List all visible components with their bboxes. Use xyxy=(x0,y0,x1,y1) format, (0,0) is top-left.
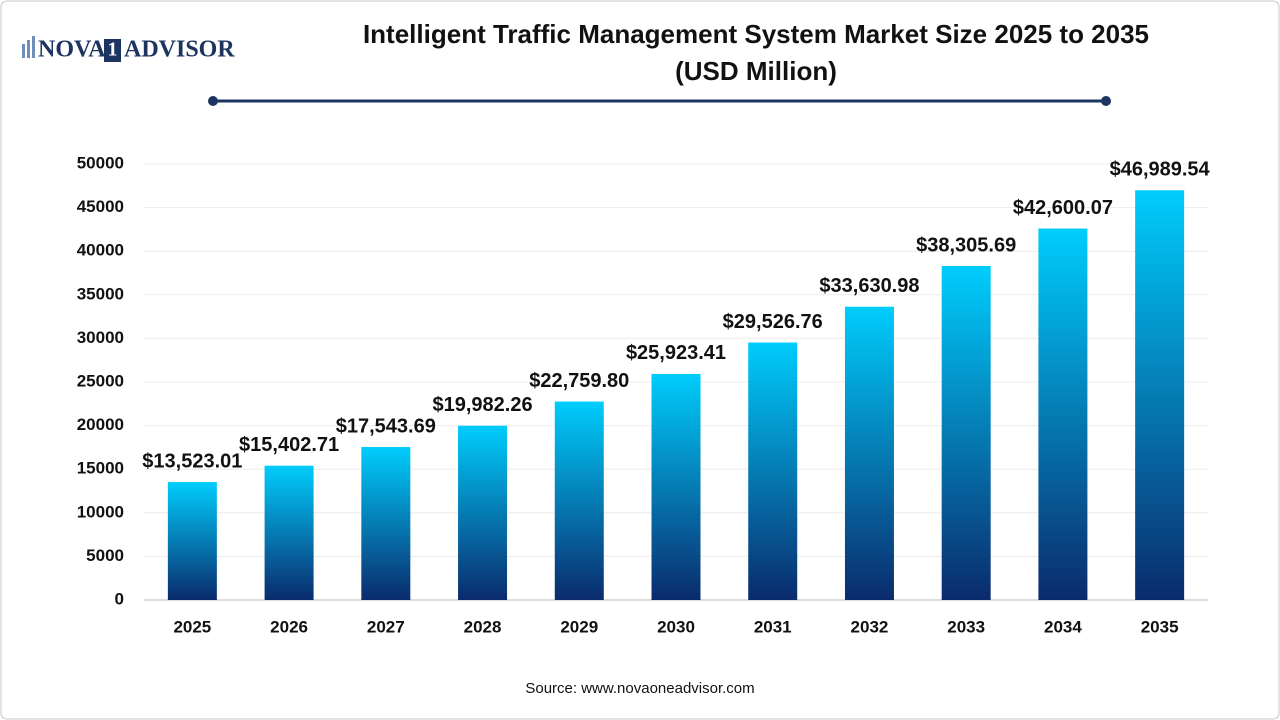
y-tick-label: 40000 xyxy=(77,241,124,260)
bar xyxy=(458,425,508,600)
value-label: $42,600.07 xyxy=(1013,197,1113,219)
value-label: $46,989.54 xyxy=(1110,159,1211,181)
x-tick-label: 2035 xyxy=(1141,617,1179,636)
chart-subtitle: (USD Million) xyxy=(675,56,837,86)
logo-bar xyxy=(22,44,25,58)
y-tick-label: 15000 xyxy=(77,459,124,478)
logo: NOVA 1 ADVISOR xyxy=(22,36,235,63)
x-tick-label: 2033 xyxy=(947,617,985,636)
x-tick-label: 2025 xyxy=(173,617,211,636)
logo-box xyxy=(104,39,121,62)
value-label: $19,982.26 xyxy=(432,394,532,416)
bar xyxy=(748,342,798,600)
y-tick-label: 10000 xyxy=(77,502,124,521)
rule-dot xyxy=(208,96,218,106)
value-label: $38,305.69 xyxy=(916,234,1016,256)
logo-text: 1 xyxy=(108,39,118,61)
bar xyxy=(167,482,217,600)
bar xyxy=(1135,190,1185,600)
x-tick-label: 2032 xyxy=(851,617,889,636)
y-tick-label: 45000 xyxy=(77,197,124,216)
bar xyxy=(361,447,411,600)
value-label: $13,523.01 xyxy=(142,450,242,472)
bar xyxy=(554,401,604,600)
value-label: $15,402.71 xyxy=(239,434,339,456)
logo-text: NOVA xyxy=(38,37,106,63)
source: Source: www.novaoneadvisor.com xyxy=(525,680,754,697)
x-tick-label: 2029 xyxy=(560,617,598,636)
bar xyxy=(844,306,894,600)
y-tick-label: 5000 xyxy=(86,546,124,565)
x-tick-label: 2031 xyxy=(754,617,792,636)
value-label: $33,630.98 xyxy=(819,275,919,297)
y-tick-label: 20000 xyxy=(77,415,124,434)
y-tick-label: 25000 xyxy=(77,371,124,390)
logo-bar xyxy=(32,36,35,58)
value-label: $22,759.80 xyxy=(529,370,629,392)
value-label: $25,923.41 xyxy=(626,342,726,364)
bar xyxy=(1038,228,1088,600)
bar xyxy=(651,373,701,600)
value-label: $29,526.76 xyxy=(723,311,823,333)
x-tick-label: 2030 xyxy=(657,617,695,636)
x-tick-label: 2034 xyxy=(1044,617,1082,636)
value-label: $17,543.69 xyxy=(336,415,436,437)
y-tick-label: 30000 xyxy=(77,328,124,347)
logo-bar xyxy=(27,40,30,58)
y-tick-label: 0 xyxy=(115,589,124,608)
rule-dot xyxy=(1101,96,1111,106)
x-tick-label: 2027 xyxy=(367,617,405,636)
chart-title: Intelligent Traffic Management System Ma… xyxy=(363,19,1149,49)
logo-text: ADVISOR xyxy=(124,37,235,63)
bar xyxy=(941,265,991,600)
bar xyxy=(264,465,314,600)
x-tick-label: 2026 xyxy=(270,617,308,636)
x-tick-label: 2028 xyxy=(464,617,502,636)
y-tick-label: 50000 xyxy=(77,153,124,172)
y-tick-label: 35000 xyxy=(77,284,124,303)
